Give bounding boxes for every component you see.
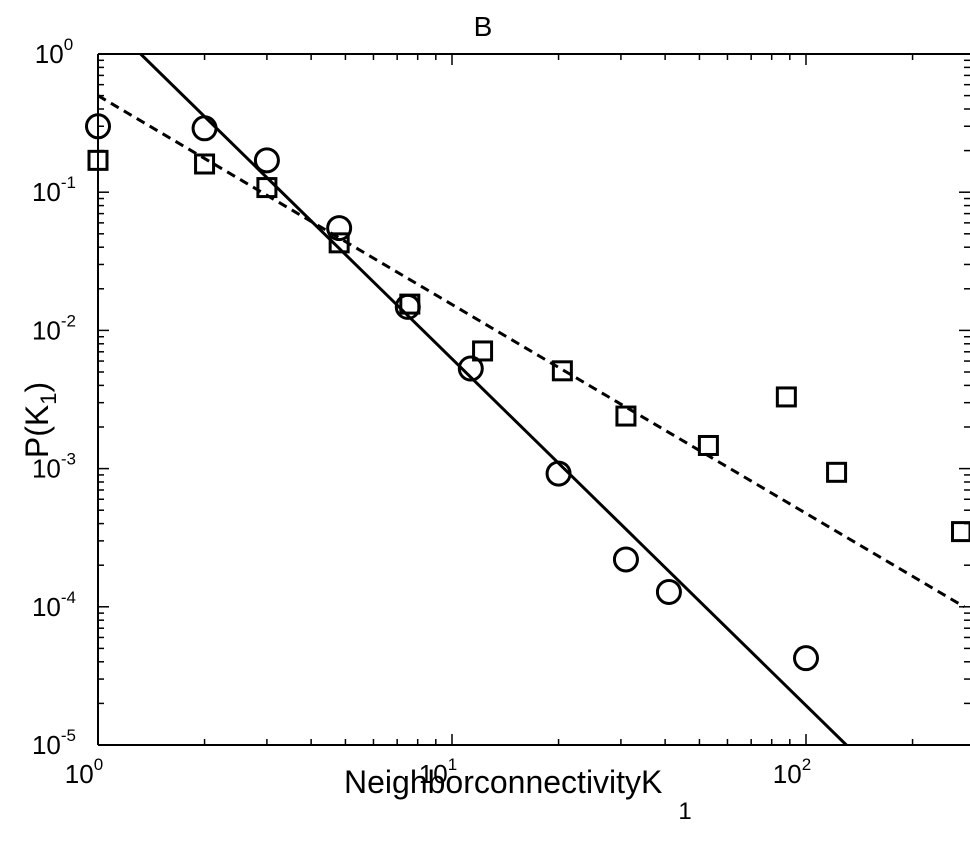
square-marker [328,232,350,254]
x-tick-label: 102 [773,755,811,789]
square-marker [399,293,421,315]
y-tick-label: 10-3 [32,450,76,484]
x-tick-label: 101 [419,755,457,789]
square-marker [775,386,797,408]
circle-marker [655,578,682,605]
chart-title: B [474,11,493,42]
circle-marker [326,215,353,242]
y-axis-label-close: ) [19,382,55,393]
tick-labels: 100 101 102 100 10-1 10-2 10-3 10-4 10-5 [32,35,811,789]
circle-marker [457,355,484,382]
square-marker [951,521,970,543]
square-marker [551,360,573,382]
circle-marker [85,113,111,140]
y-tick-label: 10-4 [32,588,76,622]
square-marker [826,461,848,483]
data-markers [85,113,970,672]
square-marker [697,434,719,456]
square-marker [472,340,494,362]
y-tick-label: 10-1 [32,173,76,207]
circle-marker [191,115,218,142]
y-axis-label-sub: 1 [36,393,61,405]
square-marker [256,177,278,199]
plot-area [97,53,970,746]
fit-line-solid [139,54,848,745]
circle-marker [545,460,572,487]
ticks [97,53,970,746]
y-tick-label: 100 [35,35,73,69]
x-axis-label-text: Neighborconnectivity [344,764,641,800]
x-axis-label: NeighborconnectivityK1 [344,764,692,825]
fit-line-dashed [98,94,966,609]
y-tick-label: 10-5 [32,726,76,760]
x-axis-label-sub: 1 [678,798,691,825]
x-axis-label-var: K [641,764,662,800]
square-marker [87,149,109,171]
y-tick-label: 10-2 [32,311,76,345]
square-marker [615,405,637,427]
square-marker [194,153,216,175]
circle-marker [253,147,280,174]
circle-marker [793,645,819,672]
y-axis-label: P(K1) [19,382,61,458]
x-tick-label: 100 [65,755,103,789]
y-axis-label-text: P(K [19,405,55,458]
fit-lines [98,54,966,745]
circle-marker [612,546,639,573]
